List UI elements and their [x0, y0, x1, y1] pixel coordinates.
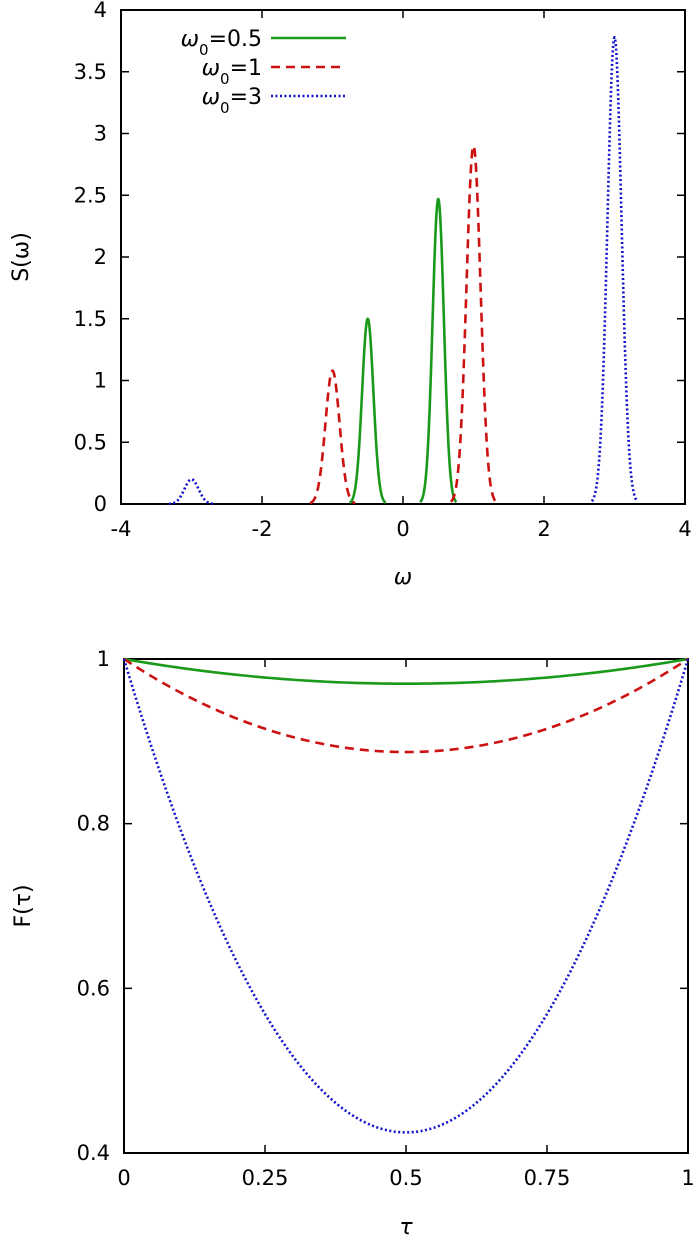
spectrum-series-2-peak — [590, 35, 639, 502]
spectrum-y-tick-label: 0 — [94, 492, 107, 516]
spectrum-x-tick-label: 2 — [537, 517, 550, 541]
spectrum-y-tick-label: 1.5 — [74, 307, 107, 331]
spectrum-series-1-peak — [449, 144, 498, 503]
fidelity-panel: 0 0.25 0.5 0.75 1 0.4 0.6 0.8 1 τ F(τ) — [11, 647, 695, 1240]
spectrum-y-tick-label: 4 — [94, 0, 107, 22]
fidelity-series-2-line — [122, 658, 690, 1134]
fidelity-series — [122, 657, 690, 1134]
legend-entry-label: ω0=3 — [202, 85, 262, 117]
spectrum-legend: ω0=0.5ω0=1ω0=3 — [181, 27, 346, 117]
fidelity-y-tick-label: 1 — [97, 647, 110, 671]
fidelity-x-tick-label: 0.5 — [389, 1166, 422, 1190]
spectrum-x-tick-label: -2 — [252, 517, 273, 541]
spectrum-panel: -4 -2 0 2 4 0 0.5 1 1.5 2 2.5 3 3.5 4 ω0=0.5ω0=1ω0=3… — [9, 0, 692, 590]
spectrum-series-0-peak — [419, 197, 458, 504]
fidelity-x-tick-label: 0 — [117, 1166, 130, 1190]
fidelity-x-tick-label: 0.75 — [524, 1166, 571, 1190]
fidelity-x-tick-label: 0.25 — [242, 1166, 289, 1190]
spectrum-y-tick-label: 1 — [94, 369, 107, 393]
legend-entry-label: ω0=1 — [202, 56, 262, 88]
spectrum-x-tick-label: -4 — [111, 517, 132, 541]
fidelity-series-1-line — [123, 657, 689, 754]
spectrum-series — [168, 35, 639, 506]
fidelity-y-tick-label: 0.6 — [77, 976, 110, 1000]
spectrum-x-ticks: -4 -2 0 2 4 — [111, 10, 692, 541]
fidelity-x-tick-label: 1 — [681, 1166, 694, 1190]
spectrum-y-tick-label: 0.5 — [74, 430, 107, 454]
spectrum-series-1-peak — [309, 369, 356, 505]
fidelity-x-axis-label: τ — [399, 1215, 413, 1240]
fidelity-x-ticks: 0 0.25 0.5 0.75 1 — [117, 659, 695, 1190]
spectrum-y-tick-label: 2 — [94, 245, 107, 269]
spectrum-x-axis-label: ω — [394, 565, 412, 590]
fidelity-y-tick-label: 0.8 — [77, 812, 110, 836]
fidelity-y-ticks: 0.4 0.6 0.8 1 — [77, 647, 688, 1165]
spectrum-y-tick-label: 3.5 — [74, 60, 107, 84]
fidelity-plot-frame — [123, 658, 689, 1154]
spectrum-series-0-peak — [348, 317, 387, 504]
spectrum-series-2-peak — [168, 477, 215, 506]
spectrum-y-tick-label: 3 — [94, 122, 107, 146]
spectrum-x-tick-label: 0 — [396, 517, 409, 541]
spectrum-y-tick-label: 2.5 — [74, 183, 107, 207]
spectrum-x-tick-label: 4 — [678, 517, 691, 541]
spectrum-y-ticks: 0 0.5 1 1.5 2 2.5 3 3.5 4 — [74, 0, 685, 516]
legend-entry-label: ω0=0.5 — [181, 27, 262, 59]
fidelity-series-0-line — [123, 657, 689, 686]
fidelity-y-axis-label: F(τ) — [11, 884, 36, 927]
spectrum-y-axis-label: S(ω) — [9, 232, 34, 282]
fidelity-y-tick-label: 0.4 — [77, 1141, 110, 1165]
